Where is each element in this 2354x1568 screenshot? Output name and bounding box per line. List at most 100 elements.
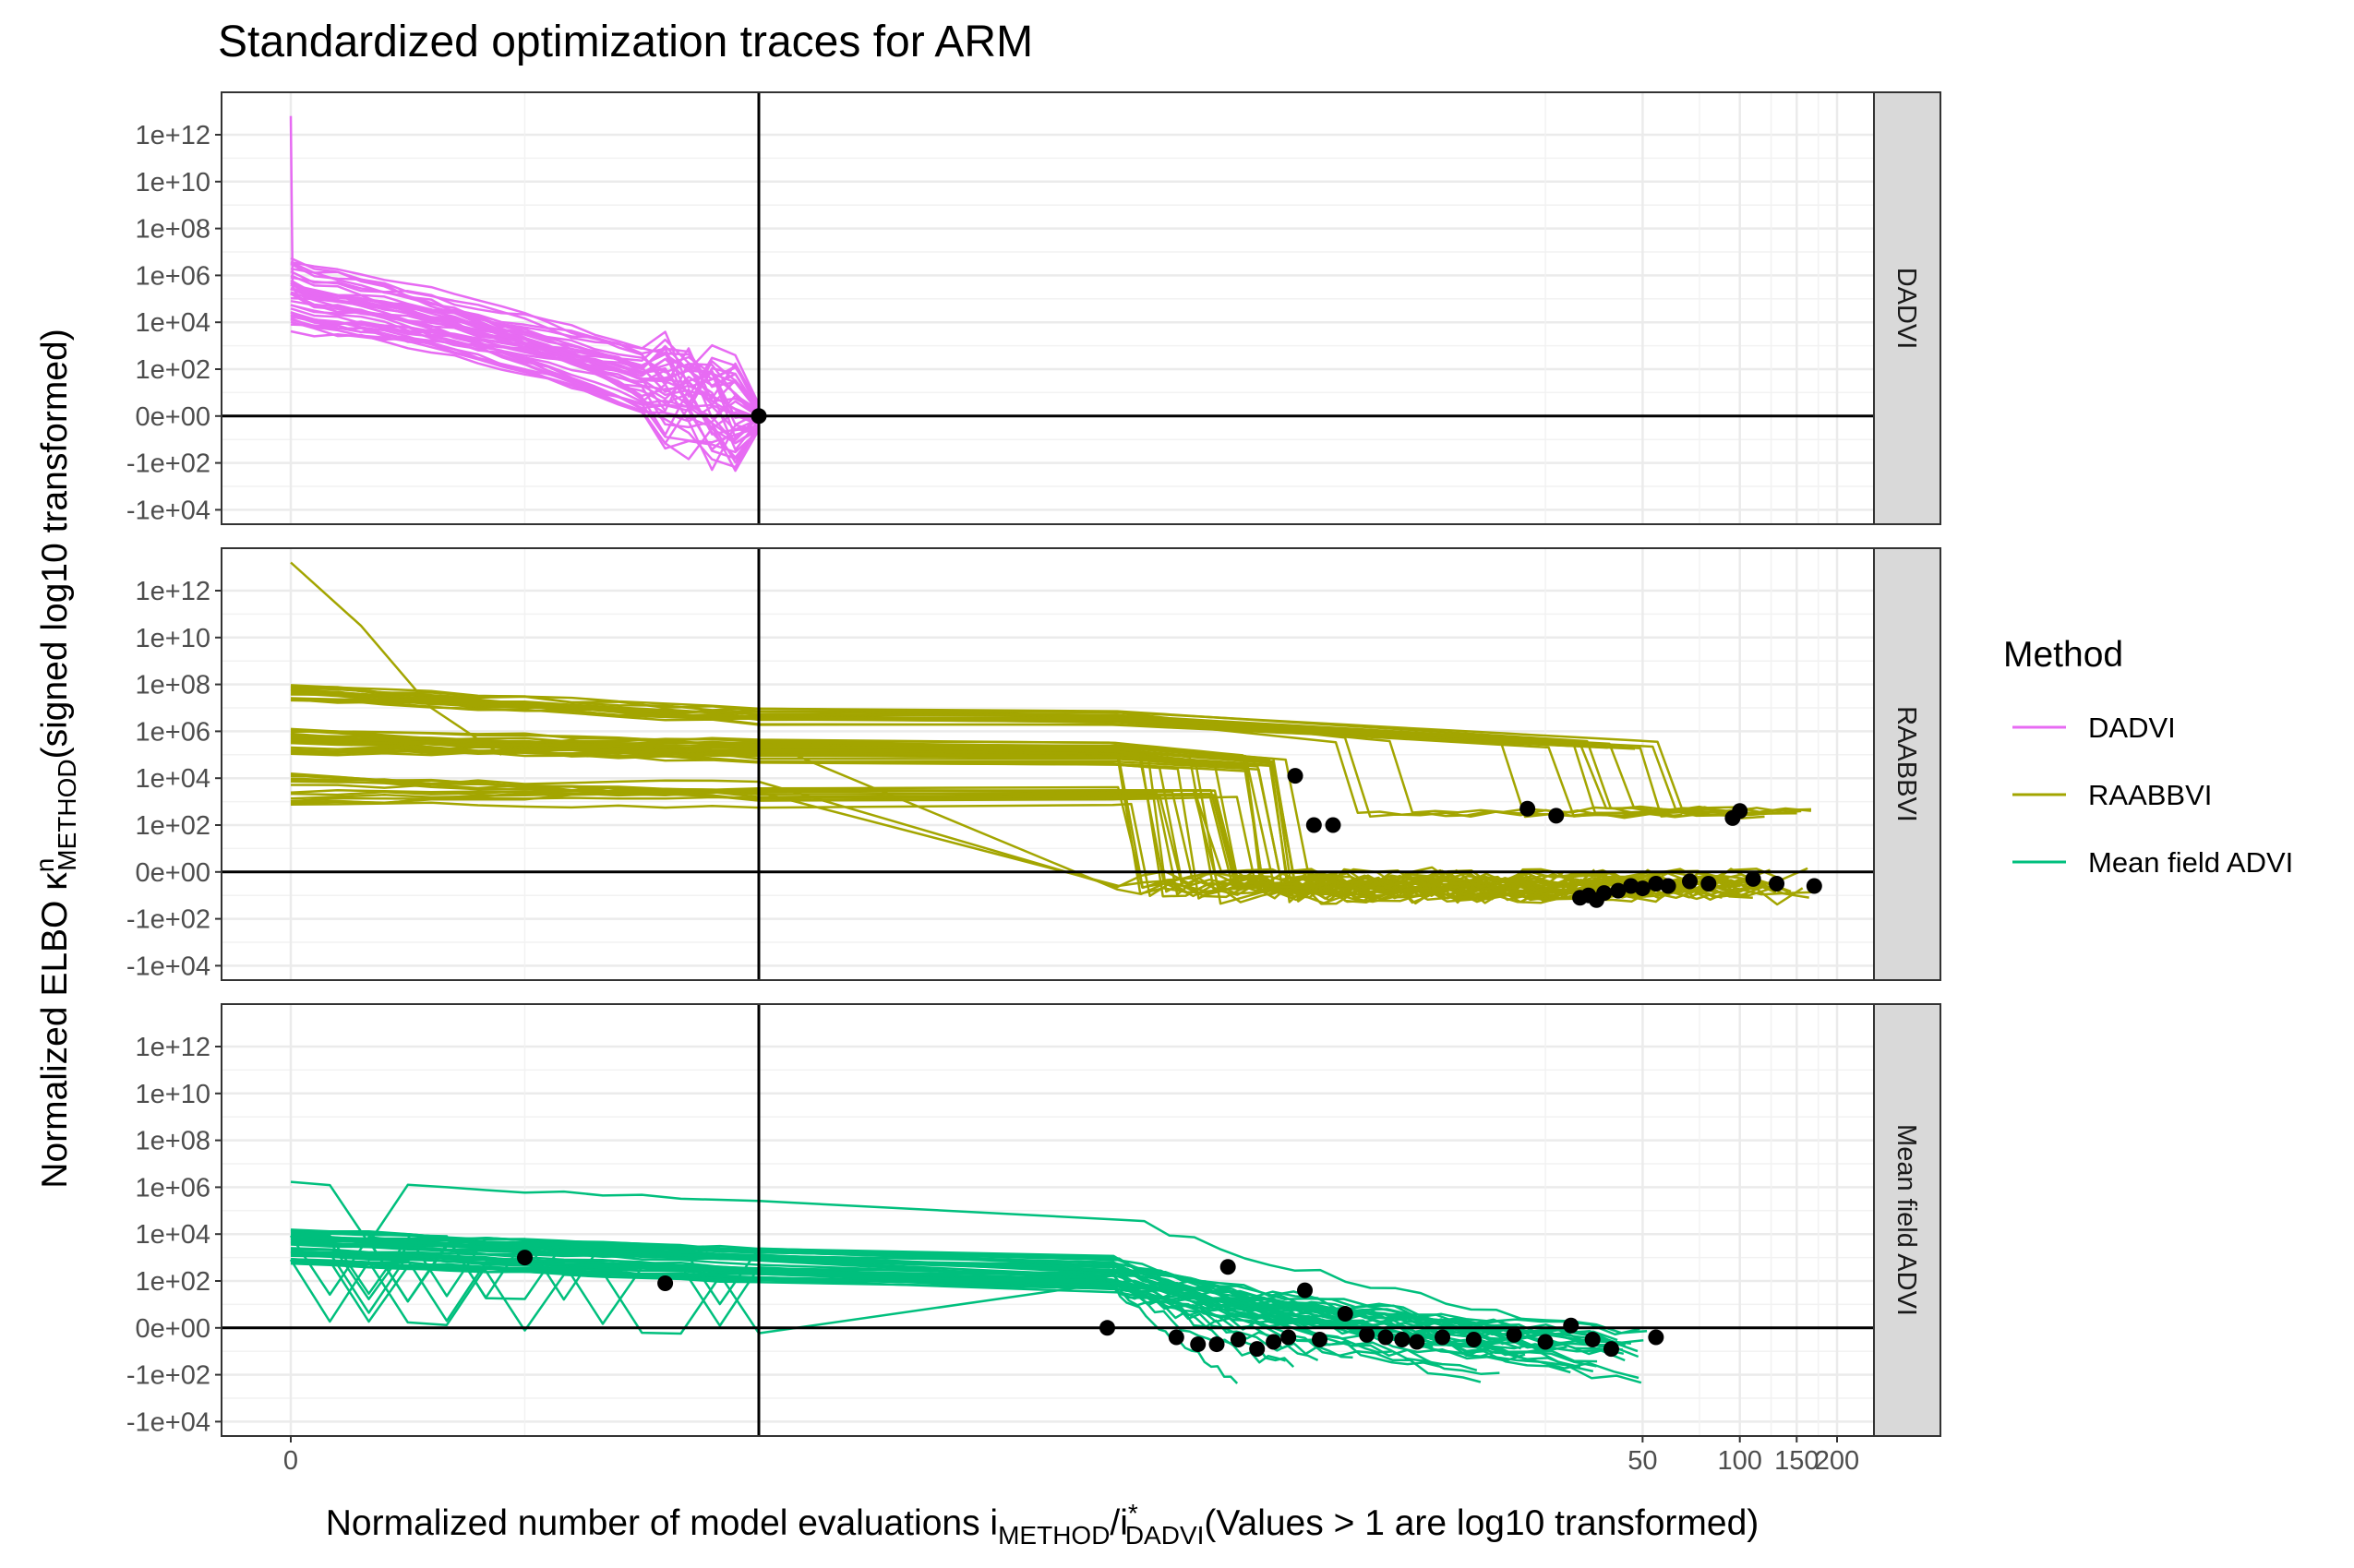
end-point (1596, 885, 1613, 902)
end-point (1394, 1332, 1411, 1347)
trace-line (290, 741, 1765, 902)
end-point (1280, 1329, 1297, 1346)
end-point (1603, 1341, 1619, 1358)
x-label-mid: /i (1110, 1503, 1128, 1543)
chart-title: Standardized optimization traces for ARM (218, 18, 1033, 66)
end-point (1312, 1332, 1328, 1347)
y-label-tail: (signed log10 transformed) (35, 329, 75, 759)
end-point (1190, 1336, 1207, 1353)
end-point (1648, 1329, 1664, 1346)
y-tick-label: 1e+12 (136, 1033, 210, 1062)
legend-entry: RAABBVI (2088, 779, 2212, 811)
y-tick-label: 1e+04 (136, 308, 210, 338)
y-tick-label: 0e+00 (136, 858, 210, 888)
y-tick-label: -1e+04 (126, 496, 210, 525)
trace-line (290, 267, 760, 459)
x-tick-label: 100 (1717, 1446, 1761, 1476)
facet-strip (1873, 1003, 1941, 1437)
traces-dadvi (289, 115, 761, 473)
trace-line (290, 732, 1743, 900)
trace-line (290, 307, 761, 412)
trace-line (290, 283, 761, 413)
end-point (1230, 1332, 1246, 1347)
y-tick-label: 1e+04 (136, 764, 210, 794)
x-label-tail: (Values > 1 are log10 transformed) (1204, 1503, 1759, 1543)
y-tick-label: 0e+00 (136, 1314, 210, 1344)
end-point (1537, 1334, 1554, 1350)
end-point (1435, 1329, 1451, 1346)
y-tick-label: 1e+10 (136, 1080, 210, 1109)
trace-line (290, 1238, 1554, 1339)
end-point (1377, 1329, 1394, 1346)
y-tick-label: 1e+02 (136, 811, 210, 841)
trace-line (290, 691, 1747, 813)
y-tick-label: -1e+02 (126, 1361, 210, 1391)
end-point (1337, 1306, 1353, 1323)
end-point (1287, 768, 1303, 784)
y-tick-label: 1e+06 (136, 261, 210, 291)
trace-line (290, 685, 1812, 817)
y-tick-label: 1e+02 (136, 355, 210, 385)
end-point (1099, 1320, 1115, 1336)
end-point (1660, 878, 1676, 894)
facet-panel-3: 1e+12 1e+10 1e+08 1e+06 1e+04 1e+02 0e+00 -1e+0… (126, 1003, 1941, 1437)
facet-strip-label: Mean field ADVI (1892, 1124, 1921, 1316)
end-point (1219, 1259, 1236, 1275)
trace-line (290, 1180, 1648, 1335)
y-tick-label: 1e+06 (136, 1173, 210, 1203)
trace-line (290, 262, 760, 413)
end-point (1266, 1334, 1282, 1350)
end-point (1297, 1282, 1314, 1299)
y-tick-label: 0e+00 (136, 402, 210, 432)
end-point (1806, 878, 1822, 894)
end-point (1325, 817, 1341, 833)
end-point (657, 1275, 674, 1292)
end-point (1359, 1326, 1375, 1343)
end-point (1623, 878, 1639, 894)
trace-line (290, 292, 760, 444)
end-point (1208, 1336, 1225, 1353)
end-point (1732, 803, 1748, 820)
x-tick-label: 150 (1774, 1446, 1819, 1476)
trace-line (290, 260, 761, 413)
y-label-main: Normalized ELBO κ (35, 872, 75, 1189)
end-point (1584, 1332, 1601, 1347)
end-point (1506, 1326, 1522, 1343)
y-tick-label: 1e+08 (136, 1127, 210, 1156)
x-tick-label: 200 (1815, 1446, 1859, 1476)
legend-entry: DADVI (2088, 712, 2176, 744)
end-point (1409, 1334, 1425, 1350)
x-axis-label: Normalized number of model evaluations i… (326, 1499, 1759, 1550)
end-point (1648, 876, 1664, 892)
facet-panel-2: 1e+12 1e+10 1e+08 1e+06 1e+04 1e+02 0e+00 -1e+0… (126, 547, 1941, 981)
trace-line (290, 737, 1519, 905)
legend: Method DADVI RAABBVI Mean field ADVI (2003, 635, 2293, 879)
panel-background (222, 1004, 1874, 1436)
x-tick-label: 50 (1627, 1446, 1657, 1476)
end-point (1634, 880, 1651, 897)
trace-line (290, 1233, 1586, 1345)
y-tick-label: -1e+02 (126, 905, 210, 935)
y-tick-label: 1e+10 (136, 168, 210, 197)
x-tick-label: 0 (283, 1446, 298, 1476)
trace-line (290, 1257, 1597, 1368)
end-point (1168, 1329, 1184, 1346)
y-tick-label: 1e+08 (136, 671, 210, 700)
trace-line (290, 801, 1616, 898)
trace-line (290, 269, 760, 406)
panel-background (222, 92, 1874, 524)
end-point (1563, 1317, 1579, 1334)
x-label-sup2: * (1128, 1499, 1138, 1527)
trace-line (290, 281, 761, 413)
trace-line (290, 1228, 1544, 1354)
end-point (1700, 876, 1717, 892)
end-point (1249, 1341, 1266, 1358)
facet-strip-label: DADVI (1892, 268, 1921, 350)
trace-line (290, 1238, 1239, 1384)
end-point (1610, 882, 1627, 899)
end-point (1519, 800, 1536, 817)
trace-line (290, 693, 1539, 743)
x-label-main: Normalized number of model evaluations i (326, 1503, 998, 1543)
y-tick-label: -1e+02 (126, 449, 210, 479)
